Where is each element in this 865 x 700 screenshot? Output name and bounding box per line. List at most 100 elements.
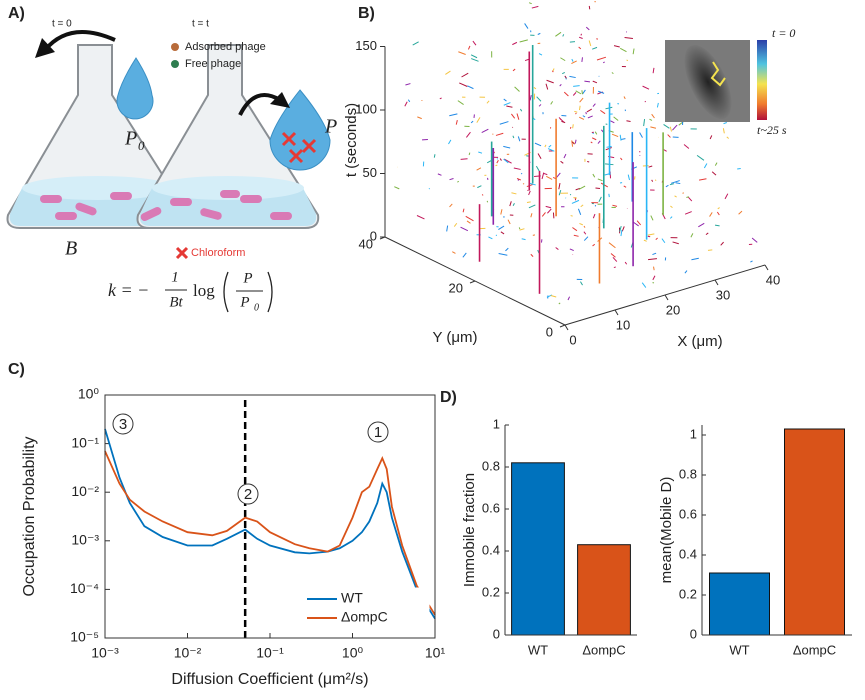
legend-label: ΔompC <box>341 609 388 625</box>
bar <box>709 572 770 636</box>
trajectory <box>669 126 673 132</box>
trajectory <box>626 120 631 122</box>
trajectory <box>688 197 693 202</box>
annotation: 2 <box>244 486 252 503</box>
y-tick-label: 0.6 <box>482 500 500 515</box>
trajectory <box>583 231 587 235</box>
trajectory <box>575 187 581 191</box>
trajectory <box>592 243 596 247</box>
trajectory <box>538 104 542 107</box>
trajectory <box>467 85 474 90</box>
trajectory <box>632 48 635 55</box>
trajectory <box>726 136 730 139</box>
trajectory <box>624 36 634 40</box>
y-tick-label: 40 <box>359 236 373 251</box>
y-tick-label: 1 <box>493 416 500 431</box>
trajectory <box>477 185 482 189</box>
trajectory <box>575 90 582 95</box>
trajectory <box>683 144 690 149</box>
y-tick-label: 0.4 <box>482 542 500 557</box>
trajectory <box>586 108 593 113</box>
trajectory <box>519 228 525 231</box>
trajectory <box>597 140 601 144</box>
trajectory <box>470 120 474 124</box>
colorbar-label: t = 0 <box>772 26 795 40</box>
trajectory <box>518 227 521 230</box>
trajectory <box>580 204 584 208</box>
trajectory <box>571 141 575 145</box>
trajectory <box>542 172 548 176</box>
trajectory <box>709 212 713 217</box>
trajectory <box>653 266 655 271</box>
trajectory <box>526 201 531 204</box>
trajectory <box>605 147 612 151</box>
trajectory <box>656 102 659 108</box>
trajectory <box>592 46 598 50</box>
trajectory <box>512 41 518 46</box>
trajectory <box>650 126 657 129</box>
trajectory <box>498 225 505 231</box>
trajectory <box>672 124 678 131</box>
x-tick-label: 10¹ <box>425 645 446 661</box>
trajectory <box>500 209 503 215</box>
trajectory <box>620 157 623 161</box>
trajectory <box>560 160 564 164</box>
z-tick-label: 0 <box>370 228 377 243</box>
trajectory <box>579 105 581 111</box>
trajectory <box>738 210 743 215</box>
trajectory <box>528 2 532 5</box>
trajectory <box>499 121 509 125</box>
trajectory <box>594 131 598 135</box>
trajectory <box>642 85 650 90</box>
y-axis-label: Occupation Probability <box>21 436 38 596</box>
trajectory <box>500 231 505 235</box>
trajectory <box>569 126 572 129</box>
trajectory <box>613 116 619 121</box>
x-tick-label: 10⁻¹ <box>256 645 284 661</box>
x-tick-label: WT <box>528 642 548 657</box>
trajectory <box>563 91 569 97</box>
trajectory <box>558 117 562 121</box>
y-tick-label: 10⁻⁴ <box>70 580 99 596</box>
trajectory <box>571 199 580 204</box>
trajectory <box>556 172 561 178</box>
trajectory <box>511 192 517 195</box>
x-tick-label: ΔompC <box>582 642 625 657</box>
trajectory <box>652 252 657 256</box>
trajectory <box>452 251 456 254</box>
trajectory <box>672 241 679 245</box>
trajectory <box>716 211 720 216</box>
trajectory <box>611 133 619 138</box>
panel-label: D) <box>440 389 457 406</box>
y-tick-label: 10⁻⁵ <box>70 629 99 645</box>
bar <box>577 544 631 636</box>
trajectory <box>667 134 671 138</box>
panel-label: A) <box>8 5 25 22</box>
trajectory <box>674 195 677 198</box>
trajectory <box>439 97 442 100</box>
panel-label: C) <box>8 361 25 378</box>
trajectory <box>698 178 707 181</box>
y-tick-label: 10⁻³ <box>71 532 99 548</box>
trajectory <box>466 220 471 224</box>
trajectory <box>578 36 583 39</box>
trajectory <box>457 180 460 183</box>
trajectory <box>620 229 623 237</box>
trajectory <box>537 32 541 35</box>
bar <box>511 462 565 636</box>
trajectory <box>512 203 515 207</box>
trajectory <box>496 158 499 160</box>
trajectory <box>698 222 705 228</box>
trajectory <box>569 75 576 79</box>
trajectory <box>528 190 531 196</box>
trajectory <box>724 193 729 200</box>
trajectory <box>686 196 689 198</box>
trajectory <box>453 222 458 227</box>
trajectory <box>514 86 520 92</box>
trajectory <box>579 116 585 120</box>
trajectory <box>578 46 582 50</box>
trajectory <box>462 208 465 213</box>
trajectory <box>460 226 469 232</box>
trajectory <box>600 109 606 115</box>
trajectory <box>669 183 675 186</box>
